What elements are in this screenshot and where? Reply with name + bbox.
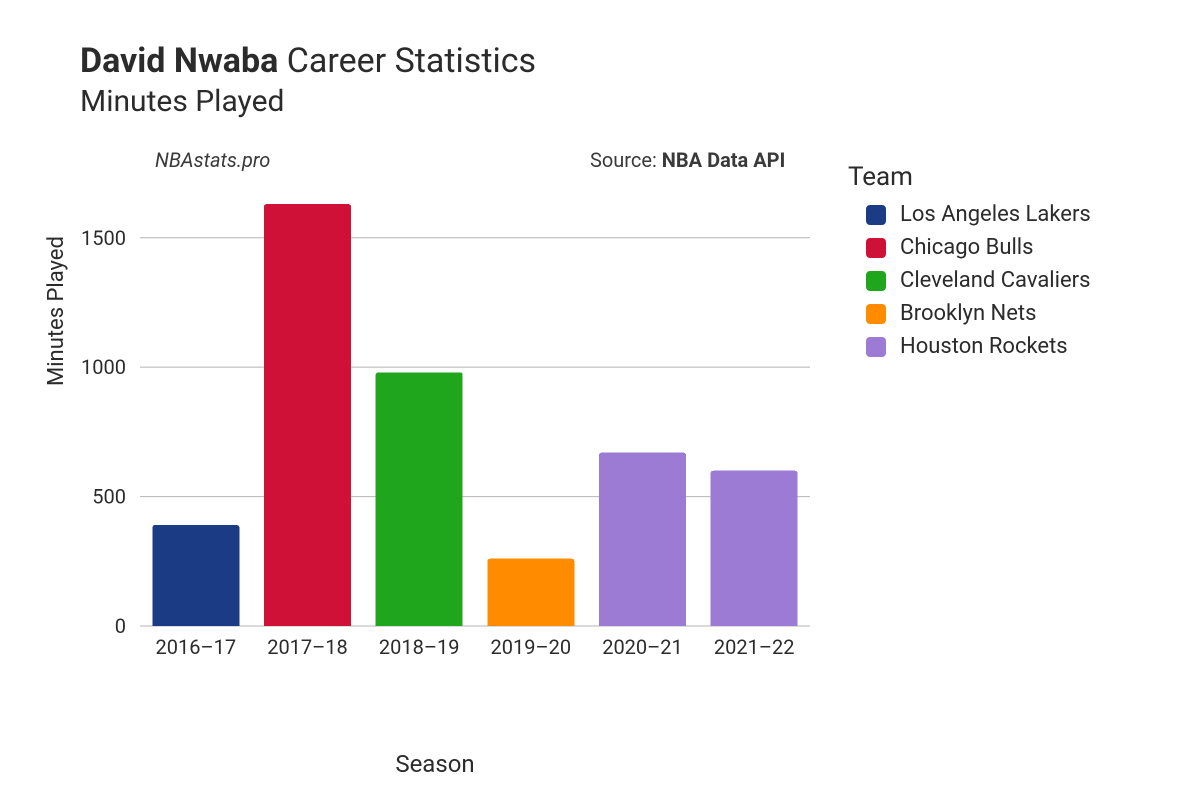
x-axis-label: Season [50,750,820,778]
legend-label: Brooklyn Nets [900,301,1036,326]
watermark-text: NBAstats.pro [155,148,270,172]
chart-title: David Nwaba Career Statistics [80,40,1150,83]
legend: Team Los Angeles LakersChicago BullsClev… [848,162,1091,367]
y-tick-label: 1000 [81,355,126,379]
chart-container: David Nwaba Career Statistics Minutes Pl… [0,0,1200,800]
y-tick-label: 0 [115,614,126,638]
legend-swatch [866,337,886,357]
title-rest: Career Statistics [278,41,536,81]
source-name: NBA Data API [662,148,786,172]
legend-items: Los Angeles Lakers Chicago Bulls Cleveland… [848,202,1091,359]
meta-row: NBAstats.pro Source: NBA Data API [135,148,1150,172]
legend-item: Houston Rockets [848,334,1091,359]
x-tick-label: 2020–21 [602,635,683,659]
bar [376,372,463,626]
x-tick-label: 2018–19 [379,635,460,659]
legend-item: Cleveland Cavaliers [848,268,1091,293]
bar [264,204,351,626]
legend-item: Los Angeles Lakers [848,202,1091,227]
plot-area: Minutes Played 0500100015002016–172017–1… [50,176,820,716]
legend-label: Houston Rockets [900,334,1068,359]
legend-item: Brooklyn Nets [848,301,1091,326]
x-tick-label: 2021–22 [714,635,795,659]
legend-swatch [866,238,886,258]
title-bold: David Nwaba [80,41,278,81]
y-axis-label: Minutes Played [44,236,69,386]
source-prefix: Source: [590,148,662,172]
chart-row: Minutes Played 0500100015002016–172017–1… [50,176,1150,716]
legend-item: Chicago Bulls [848,235,1091,260]
bar [487,559,574,626]
legend-label: Cleveland Cavaliers [900,268,1090,293]
bar-chart-svg: 0 500 1000 1500 2016–17 2017–18 2018–19 2019–20… [50,176,820,676]
x-tick-label: 2016–17 [156,635,237,659]
title-block: David Nwaba Career Statistics Minutes Pl… [80,40,1150,120]
source-text: Source: NBA Data API [590,148,785,172]
legend-swatch [866,271,886,291]
x-tick-label: 2019–20 [491,635,572,659]
legend-label: Chicago Bulls [900,235,1034,260]
y-tick-label: 500 [92,485,126,509]
y-tick-label: 1500 [81,226,126,250]
bar [711,471,798,626]
legend-swatch [866,205,886,225]
x-tick-label: 2017–18 [267,635,348,659]
legend-swatch [866,304,886,324]
chart-subtitle: Minutes Played [80,83,1150,121]
legend-label: Los Angeles Lakers [900,202,1091,227]
bar [152,525,239,626]
bar [599,453,686,626]
